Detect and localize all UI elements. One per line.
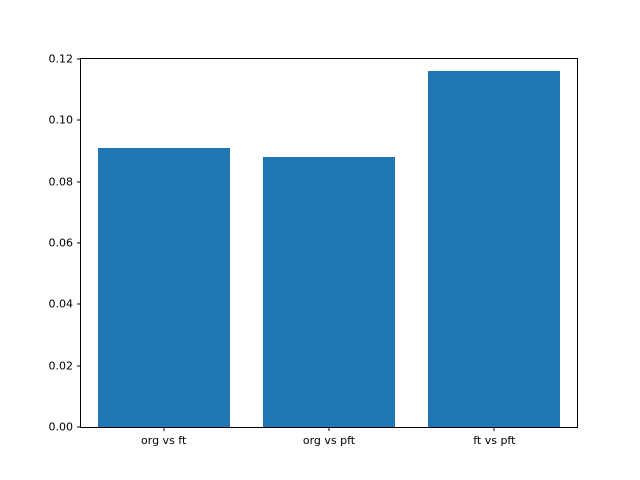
bar-org-vs-ft — [97, 147, 230, 427]
y-axis-tick-mark — [77, 426, 81, 428]
x-axis-tick-mark — [163, 427, 165, 431]
x-axis-tick-label: org vs pft — [302, 434, 356, 447]
x-axis-tick-mark — [493, 427, 495, 431]
y-axis-tick-mark — [77, 365, 81, 367]
y-axis-tick-label: 0.02 — [48, 359, 74, 373]
y-axis-tick-label: 0.10 — [48, 113, 74, 127]
x-axis-tick-label: ft vs pft — [473, 434, 516, 447]
bar-org-vs-pft — [262, 157, 396, 427]
y-axis-tick-label: 0.00 — [48, 420, 74, 434]
x-axis-tick-mark — [328, 427, 330, 431]
y-axis-tick-mark — [77, 303, 81, 305]
y-axis-tick-mark — [77, 119, 81, 121]
y-axis-tick-label: 0.12 — [48, 52, 74, 66]
y-axis-tick-mark — [77, 58, 81, 60]
y-axis-tick-label: 0.06 — [48, 236, 74, 250]
plot-area: 0.00 0.02 0.04 0.06 0.08 0.10 0.12 org vs ft org… — [49, 54, 578, 446]
x-axis-tick-label: org vs ft — [141, 434, 187, 447]
y-axis-tick-label: 0.08 — [48, 175, 74, 189]
y-axis-tick-mark — [77, 181, 81, 183]
y-axis-tick-label: 0.04 — [48, 297, 74, 311]
y-axis-tick-mark — [77, 242, 81, 244]
bar-ft-vs-pft — [428, 71, 561, 427]
